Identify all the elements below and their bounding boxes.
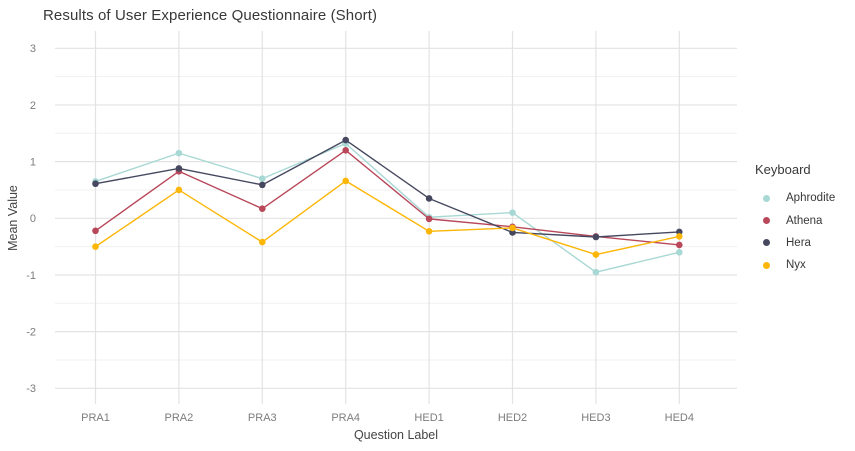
- data-point-aphrodite: [592, 268, 600, 276]
- legend-dot-hera: [763, 239, 770, 247]
- y-tick-label: 3: [30, 43, 36, 55]
- series-line-nyx: [95, 180, 680, 256]
- data-point-nyx: [592, 251, 600, 258]
- legend-dot-athena: [763, 217, 770, 225]
- legend-label: Hera: [786, 236, 811, 249]
- legend-item-hera: Hera: [755, 232, 835, 254]
- data-point-nyx: [259, 238, 266, 246]
- data-point-athena: [676, 241, 683, 249]
- x-tick-label: HED1: [414, 412, 443, 424]
- x-tick-label: PRA1: [81, 412, 110, 424]
- x-tick-label: PRA4: [331, 412, 360, 424]
- data-point-aphrodite: [175, 149, 183, 157]
- data-point-hera: [259, 181, 266, 189]
- y-axis-title: Mean Value: [6, 185, 20, 251]
- legend-label: Athena: [786, 214, 823, 227]
- x-tick-label: PRA2: [165, 412, 194, 424]
- data-point-nyx: [342, 177, 350, 185]
- data-point-hera: [342, 136, 350, 144]
- data-point-nyx: [175, 186, 183, 194]
- y-tick-label: 2: [30, 100, 36, 112]
- data-point-hera: [676, 228, 683, 236]
- legend: Keyboard Aphrodite Athena Hera Nyx: [755, 162, 835, 277]
- data-point-aphrodite: [676, 249, 683, 256]
- legend-title: Keyboard: [755, 162, 811, 177]
- x-tick-label: HED3: [581, 412, 610, 424]
- legend-dot-aphrodite: [763, 194, 770, 202]
- data-point-hera: [509, 229, 516, 236]
- data-point-athena: [92, 227, 99, 235]
- y-tick-label: -2: [26, 326, 36, 338]
- data-point-hera: [92, 180, 99, 188]
- y-tick-label: 1: [30, 156, 36, 168]
- series-line-aphrodite: [95, 142, 680, 273]
- series-line-hera: [95, 139, 680, 238]
- data-point-nyx: [676, 233, 683, 240]
- legend-label: Nyx: [786, 259, 806, 272]
- x-tick-label: HED4: [665, 412, 694, 424]
- y-tick-label: -1: [26, 270, 36, 282]
- legend-item-aphrodite: Aphrodite: [755, 187, 835, 209]
- legend-dot-nyx: [763, 261, 770, 269]
- x-axis-title: Question Label: [353, 428, 439, 442]
- data-point-nyx: [425, 228, 433, 235]
- data-point-nyx: [92, 243, 99, 250]
- chart-title: Results of User Experience Questionnaire…: [43, 7, 378, 24]
- x-tick-label: PRA3: [248, 412, 277, 424]
- data-point-hera: [175, 165, 183, 172]
- data-point-athena: [425, 215, 433, 223]
- series-line-athena: [95, 149, 680, 246]
- legend-items: Aphrodite Athena Hera Nyx: [755, 187, 835, 277]
- y-tick-label: -3: [26, 383, 36, 395]
- data-point-athena: [259, 205, 266, 212]
- x-tick-label: HED2: [498, 412, 527, 424]
- legend-label: Aphrodite: [786, 192, 836, 205]
- legend-item-athena: Athena: [755, 209, 835, 231]
- data-point-athena: [342, 146, 350, 154]
- data-point-nyx: [509, 224, 516, 232]
- y-tick-label: 0: [30, 213, 36, 225]
- data-point-aphrodite: [259, 175, 266, 182]
- legend-item-nyx: Nyx: [755, 254, 835, 276]
- data-point-aphrodite: [509, 209, 516, 216]
- data-point-hera: [592, 233, 600, 241]
- data-point-hera: [425, 195, 433, 202]
